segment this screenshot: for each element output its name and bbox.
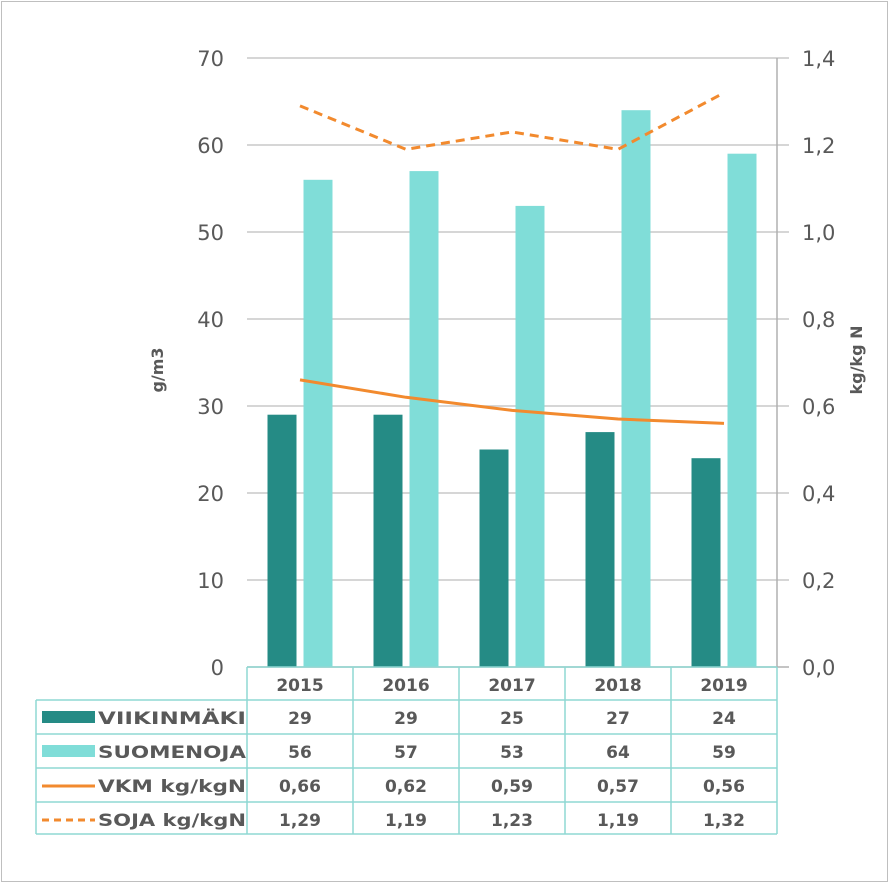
y-tick-label: 30	[197, 395, 224, 419]
table-cell-value: 0,62	[385, 777, 427, 797]
legend-key-viikinm-ki	[42, 711, 95, 723]
table-cell-value: 1,19	[597, 811, 639, 831]
y-tick-label: 70	[197, 47, 224, 71]
table-cell-value: 64	[606, 743, 630, 763]
legend-label: SUOMENOJA	[98, 743, 247, 763]
table-cell-value: 24	[712, 709, 736, 729]
y-tick-label: 20	[197, 482, 224, 506]
bar-suomenoja-2019	[727, 153, 757, 667]
y2-tick-label: 0,8	[802, 308, 835, 332]
line-soja-kg-kgn	[299, 91, 725, 151]
legend-key-suomenoja	[42, 745, 95, 757]
table-cell-value: 1,23	[491, 811, 533, 831]
legend-label: VIIKINMÄKI	[98, 707, 246, 729]
y-axis-title: g/m3	[148, 347, 167, 392]
table-cell-value: 1,19	[385, 811, 427, 831]
legend-label: SOJA kg/kgN	[98, 811, 246, 831]
bar-viikinm-ki-2019	[691, 458, 721, 667]
lines	[299, 91, 725, 425]
table-cell-value: 27	[606, 709, 630, 729]
data-table: 2015 2016 2017 2018 2019 VIIKINMÄKI 29 29 25 27 24…	[35, 666, 778, 835]
bars	[267, 110, 757, 668]
bar-suomenoja-2017	[515, 205, 545, 667]
bar-viikinm-ki-2017	[479, 449, 509, 667]
bar-suomenoja-2015	[303, 179, 333, 668]
y-axis-ticks: 0 10 20 30 40 50 60 70	[197, 47, 224, 680]
y2-tick-label: 1,0	[802, 221, 835, 245]
table-cell-value: 29	[288, 709, 312, 729]
table-header-year: 2017	[488, 676, 535, 696]
table-cell-value: 0,57	[597, 777, 639, 797]
table-cell-value: 29	[394, 709, 418, 729]
table-header-year: 2018	[594, 676, 641, 696]
y-tick-label: 60	[197, 134, 224, 158]
table-cell-value: 1,29	[279, 811, 321, 831]
y-tick-label: 50	[197, 221, 224, 245]
y-tick-label: 10	[197, 569, 224, 593]
bar-viikinm-ki-2018	[585, 432, 615, 667]
y2-tick-label: 0,6	[802, 395, 835, 419]
y-tick-label: 0	[211, 656, 224, 680]
line-vkm-kg-kgn	[299, 378, 725, 425]
table-header-year: 2015	[276, 676, 323, 696]
table-cell-value: 57	[394, 743, 418, 763]
y2-axis-title: kg/kg N	[847, 326, 866, 395]
bar-viikinm-ki-2016	[373, 414, 403, 667]
y2-tick-label: 0,4	[802, 482, 835, 506]
y2-tick-label: 1,2	[802, 134, 835, 158]
table-cell-value: 0,59	[491, 777, 533, 797]
table-header-year: 2016	[382, 676, 429, 696]
bar-viikinm-ki-2015	[267, 414, 297, 667]
y2-tick-label: 1,4	[802, 47, 835, 71]
table-cell-value: 25	[500, 709, 524, 729]
y-tick-label: 40	[197, 308, 224, 332]
bar-suomenoja-2018	[621, 110, 651, 667]
y2-tick-label: 0,0	[802, 656, 835, 680]
bar-suomenoja-2016	[409, 171, 439, 667]
legend-label: VKM kg/kgN	[98, 777, 246, 797]
table-header-year: 2019	[700, 676, 747, 696]
table-cell-value: 0,56	[703, 777, 745, 797]
table-cell-value: 53	[500, 743, 524, 763]
y2-axis-ticks: 0,0 0,2 0,4 0,6 0,8 1,0 1,2 1,4	[802, 47, 835, 680]
table-cell-value: 59	[712, 743, 736, 763]
table-cell-value: 1,32	[703, 811, 745, 831]
table-cell-value: 0,66	[279, 777, 321, 797]
y2-tick-label: 0,2	[802, 569, 835, 593]
table-cell-value: 56	[288, 743, 312, 763]
